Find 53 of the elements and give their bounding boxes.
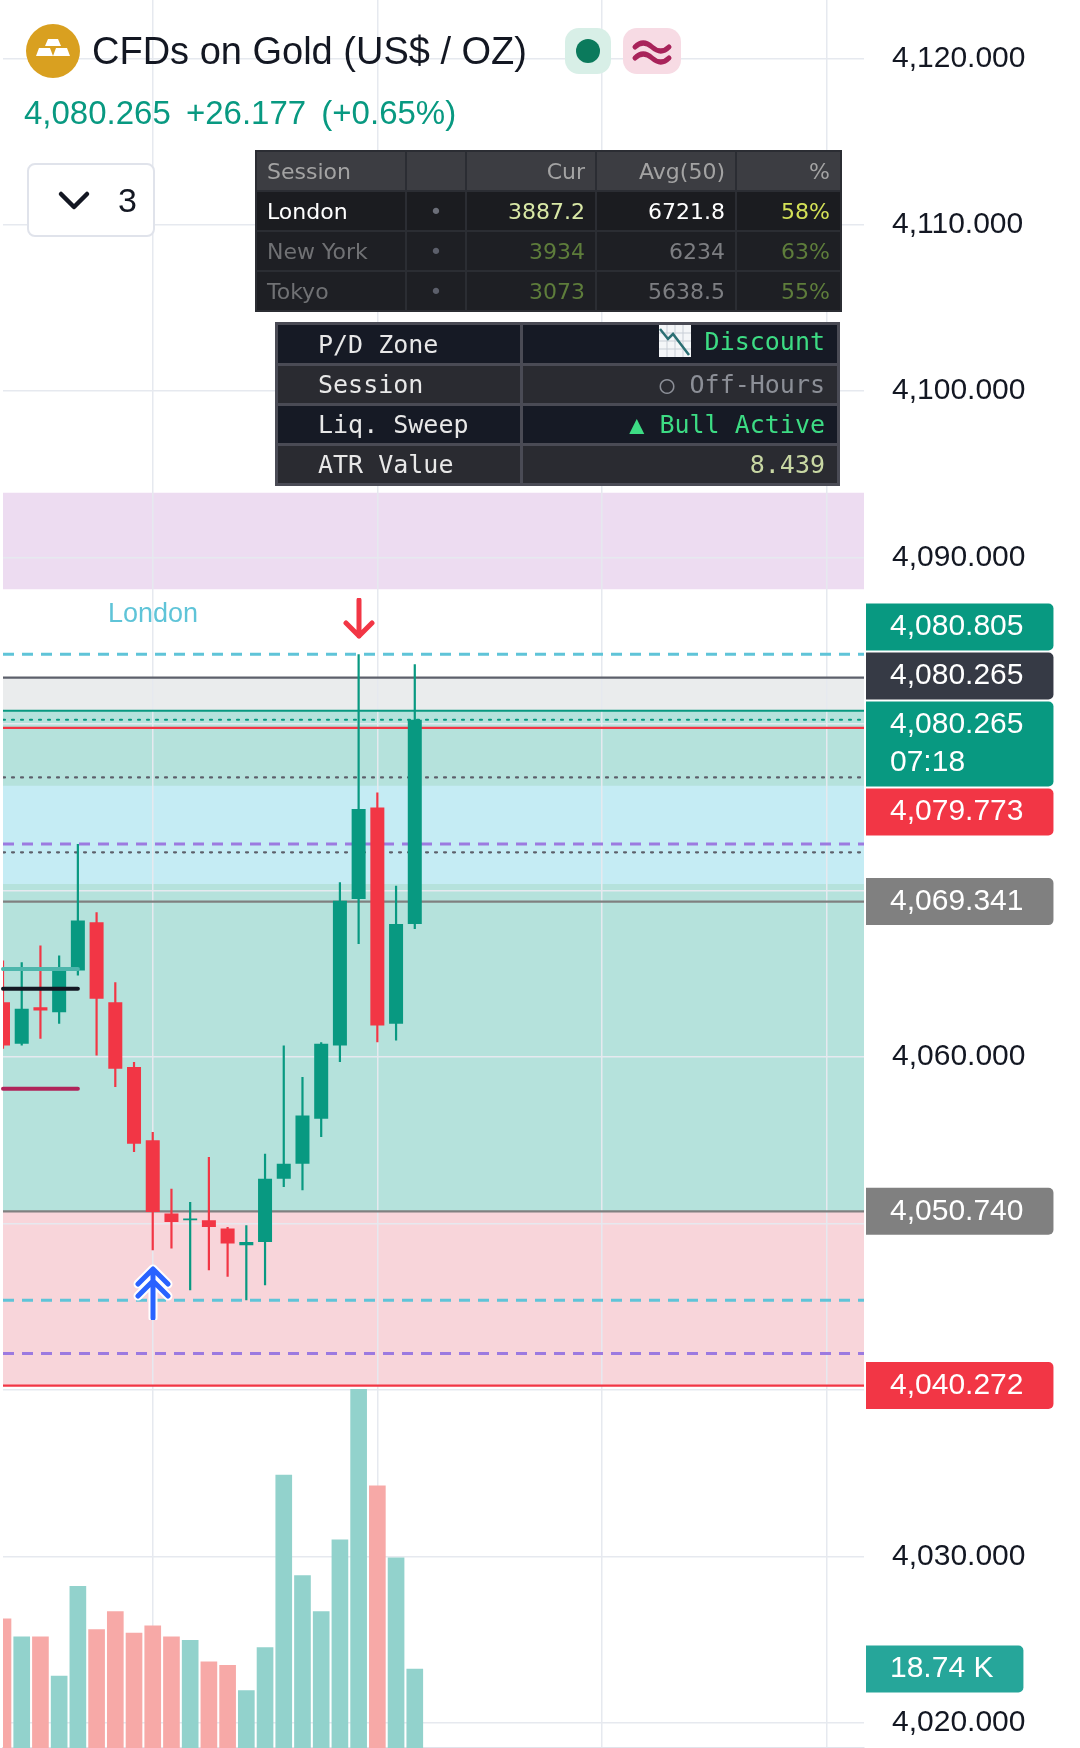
bar (275, 1474, 293, 1748)
text: ATR Value 8.439 (318, 450, 825, 479)
text: Session ○ Off-Hours (318, 370, 825, 399)
y-tick-label: 4,120.000 (892, 39, 1026, 73)
candlestick (33, 945, 48, 1039)
ref-line-label: London (108, 598, 199, 629)
ref-line-label: 4,080.805 (890, 608, 1024, 642)
bar (387, 1557, 405, 1748)
bar (125, 1632, 143, 1748)
bar (50, 1675, 68, 1748)
annotation: 3 (118, 180, 137, 220)
bar (406, 1668, 424, 1748)
text: Session Cur Avg(50) % (267, 158, 830, 184)
bar (331, 1539, 349, 1748)
ref-line-label: 4,079.773 (890, 793, 1024, 827)
text: 4,080.265 +26.177 (+0.65%) (24, 94, 457, 132)
bar (294, 1575, 311, 1748)
text: 18.74 K (890, 1650, 994, 1684)
bar (181, 1639, 199, 1748)
ref-line-label: 4,069.341 (890, 882, 1024, 916)
text: CFDs on Gold (US$ / OZ) (92, 29, 527, 73)
text: Liq. Sweep ▲ Bull Active (318, 410, 825, 439)
y-tick-label: 4,100.000 (892, 372, 1026, 406)
bar (106, 1611, 124, 1748)
bar (219, 1665, 236, 1748)
bar (369, 1485, 386, 1748)
bar (163, 1636, 180, 1748)
bar (312, 1611, 330, 1748)
candlestick (295, 1077, 310, 1191)
text: London • 3887.2 6721.8 58% (267, 198, 830, 224)
text: 4,080.265 (890, 657, 1024, 691)
ref-line-label: 4,040.272 (890, 1366, 1024, 1400)
ref-line-label: 4,050.740 (890, 1192, 1024, 1226)
bar (256, 1647, 274, 1748)
bar (32, 1636, 49, 1748)
candlestick (89, 912, 104, 1056)
bar (238, 1690, 255, 1748)
y-tick-label: 4,060.000 (892, 1038, 1026, 1072)
y-tick-label: 4,090.000 (892, 538, 1026, 572)
bar (144, 1625, 162, 1748)
text: Tokyo • 3073 5638.5 55% (267, 278, 830, 304)
candlestick (164, 1188, 179, 1249)
y-tick-label: 4,020.000 (892, 1704, 1026, 1738)
bar (200, 1661, 218, 1748)
candlestick (201, 1157, 216, 1271)
bar (69, 1586, 87, 1748)
text: New York • 3934 6234 63% (267, 238, 830, 264)
ref-line-label: 4,080.265 07:18 (890, 706, 1024, 778)
text: P/D Zone Discount (318, 326, 825, 359)
bar (350, 1389, 367, 1748)
bar (88, 1629, 105, 1748)
y-tick-label: 4,030.000 (892, 1537, 1026, 1571)
y-tick-label: 4,110.000 (892, 206, 1024, 240)
